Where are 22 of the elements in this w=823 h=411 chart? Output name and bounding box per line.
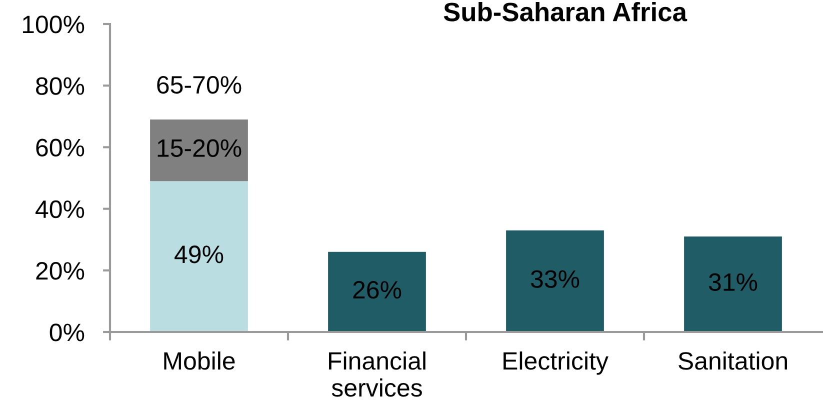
y-tick-label: 60%	[36, 138, 84, 157]
annotation: 15-20%	[158, 139, 242, 157]
y-tick-label: 40%	[36, 200, 84, 218]
x-tick-label: Mobile	[164, 351, 235, 370]
bar	[150, 181, 248, 332]
chart-title: Sub-Saharan Africa	[444, 2, 688, 22]
x-tick-label: Financial services	[329, 351, 426, 397]
y-tick-label: 100%	[22, 16, 84, 34]
data-label: 26%	[353, 280, 402, 299]
data-label: 31%	[708, 273, 758, 291]
total-label: 65-70%	[157, 76, 242, 94]
data-label: 33%	[530, 270, 580, 288]
y-tick-label: 80%	[36, 77, 84, 95]
bar	[328, 252, 426, 332]
bar	[150, 119, 248, 182]
y-tick-label: 0%	[50, 324, 84, 342]
x-tick-label: Sanitation	[678, 351, 787, 370]
y-tick-label: 20%	[36, 262, 84, 280]
x-tick-label: Electricity	[504, 351, 608, 375]
bar	[506, 230, 604, 332]
data-label: 49%	[174, 246, 224, 264]
bar	[684, 236, 782, 332]
